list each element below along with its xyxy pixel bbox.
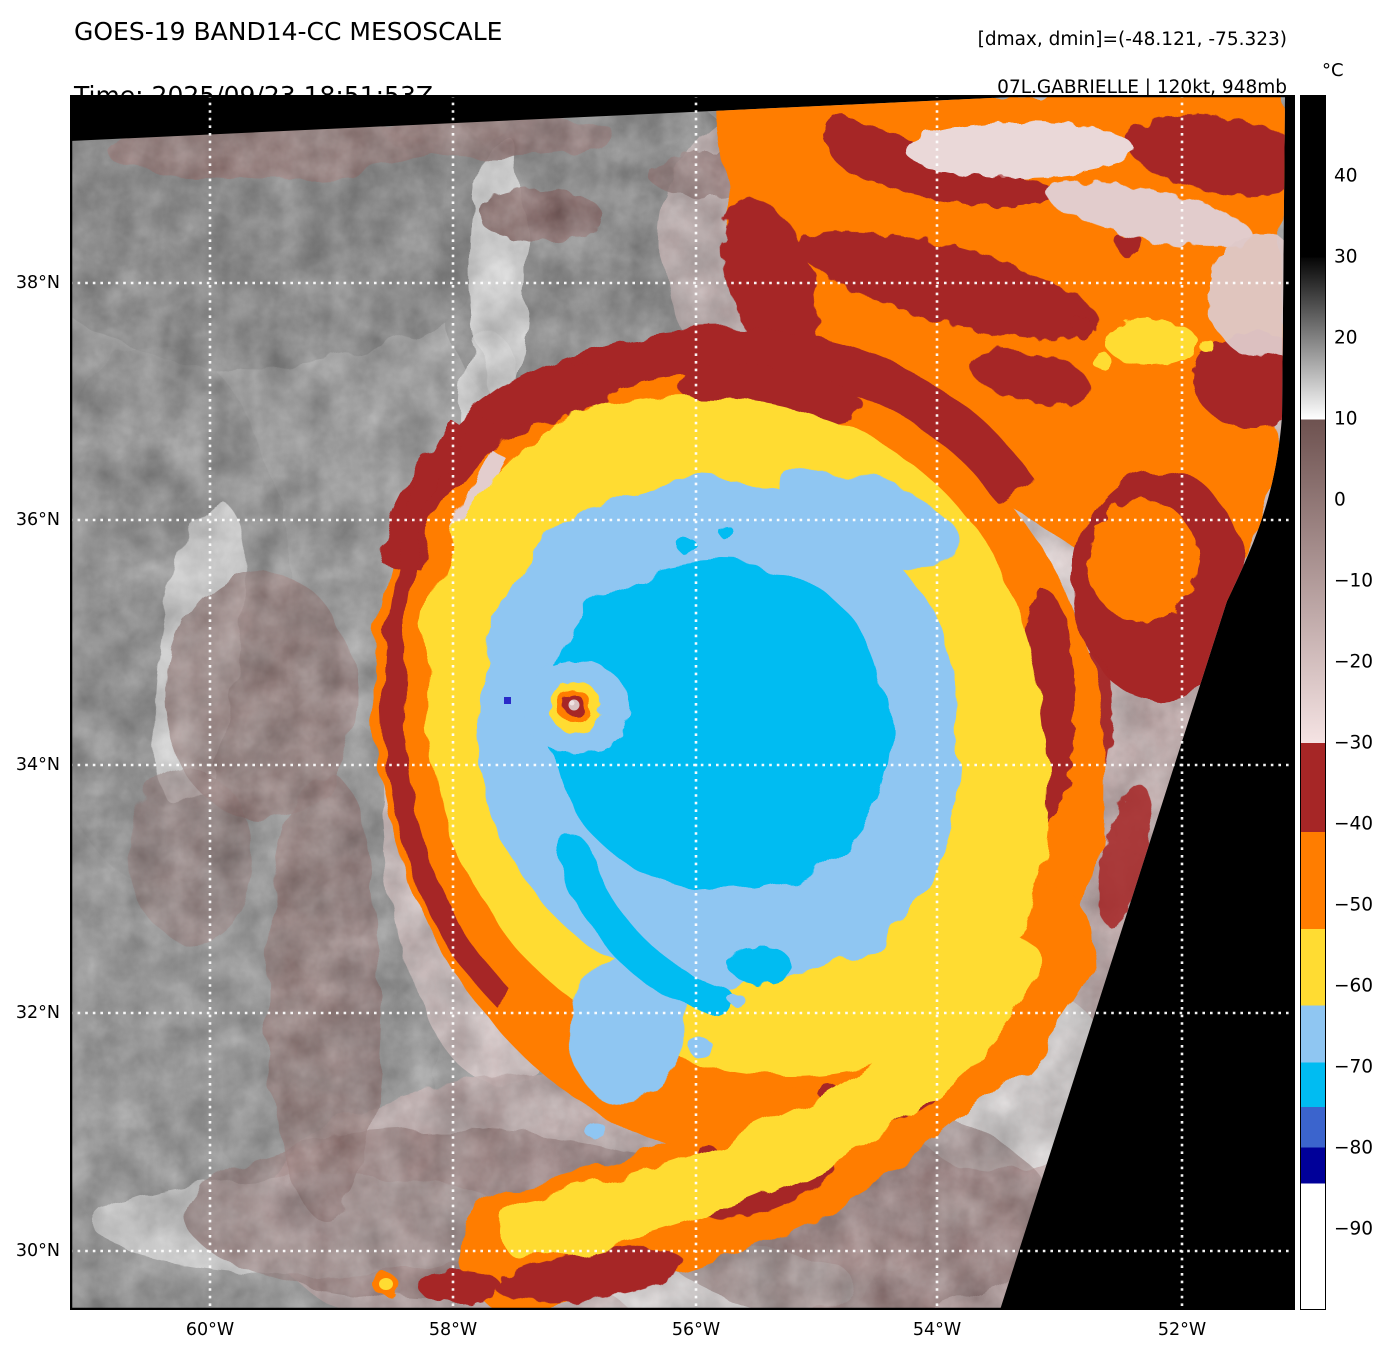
colorbar-unit-label: °C [1322, 60, 1344, 81]
dmax-dmin-note: [dmax, dmin]=(-48.121, -75.323) [977, 29, 1287, 50]
satellite-map-area: Copyright © 2020-2025 Dapiya [70, 95, 1295, 1310]
latitude-tick-label: 36°N [15, 510, 60, 530]
colorbar-tick-label: 40 [1334, 165, 1358, 187]
colorbar-tick-label: −40 [1334, 813, 1374, 835]
colorbar-tick-label: −70 [1334, 1056, 1374, 1078]
storm-info-note: 07L.GABRIELLE | 120kt, 948mb [997, 77, 1287, 98]
longitude-tick-label: 52°W [1157, 1320, 1207, 1340]
longitude-tick-label: 54°W [912, 1320, 962, 1340]
longitude-tick-label: 58°W [428, 1320, 478, 1340]
map-frame [70, 95, 1295, 1310]
colorbar-tick-label: 20 [1334, 327, 1358, 349]
plot-annotations: [dmax, dmin]=(-48.121, -75.323) 07L.GABR… [978, 28, 1287, 100]
colorbar-tick-label: −50 [1334, 894, 1374, 916]
longitude-tick-label: 56°W [671, 1320, 721, 1340]
colorbar-tick-label: −90 [1334, 1218, 1374, 1240]
colorbar-tick-label: −10 [1334, 570, 1374, 592]
colorbar-tick-label: −30 [1334, 732, 1374, 754]
graticule-gridlines [70, 95, 1295, 1310]
colorbar-tick-label: −60 [1334, 975, 1374, 997]
colorbar-tick-label: 10 [1334, 408, 1358, 430]
enhancement-color-layer [371, 95, 1285, 1310]
latitude-tick-label: 32°N [15, 1003, 60, 1023]
temperature-colorbar [1300, 95, 1326, 1310]
colorbar-tick-label: 0 [1334, 489, 1346, 511]
latitude-tick-label: 34°N [15, 755, 60, 775]
longitude-tick-label: 60°W [185, 1320, 235, 1340]
latitude-tick-label: 38°N [15, 273, 60, 293]
colorbar-tick-label: −20 [1334, 651, 1374, 673]
title-line-1: GOES-19 BAND14-CC MESOSCALE [74, 17, 503, 46]
satellite-imagery [70, 95, 1295, 1310]
latitude-tick-label: 30°N [15, 1241, 60, 1261]
colorbar-tick-label: −80 [1334, 1137, 1374, 1159]
colorbar-tick-label: 30 [1334, 246, 1358, 268]
